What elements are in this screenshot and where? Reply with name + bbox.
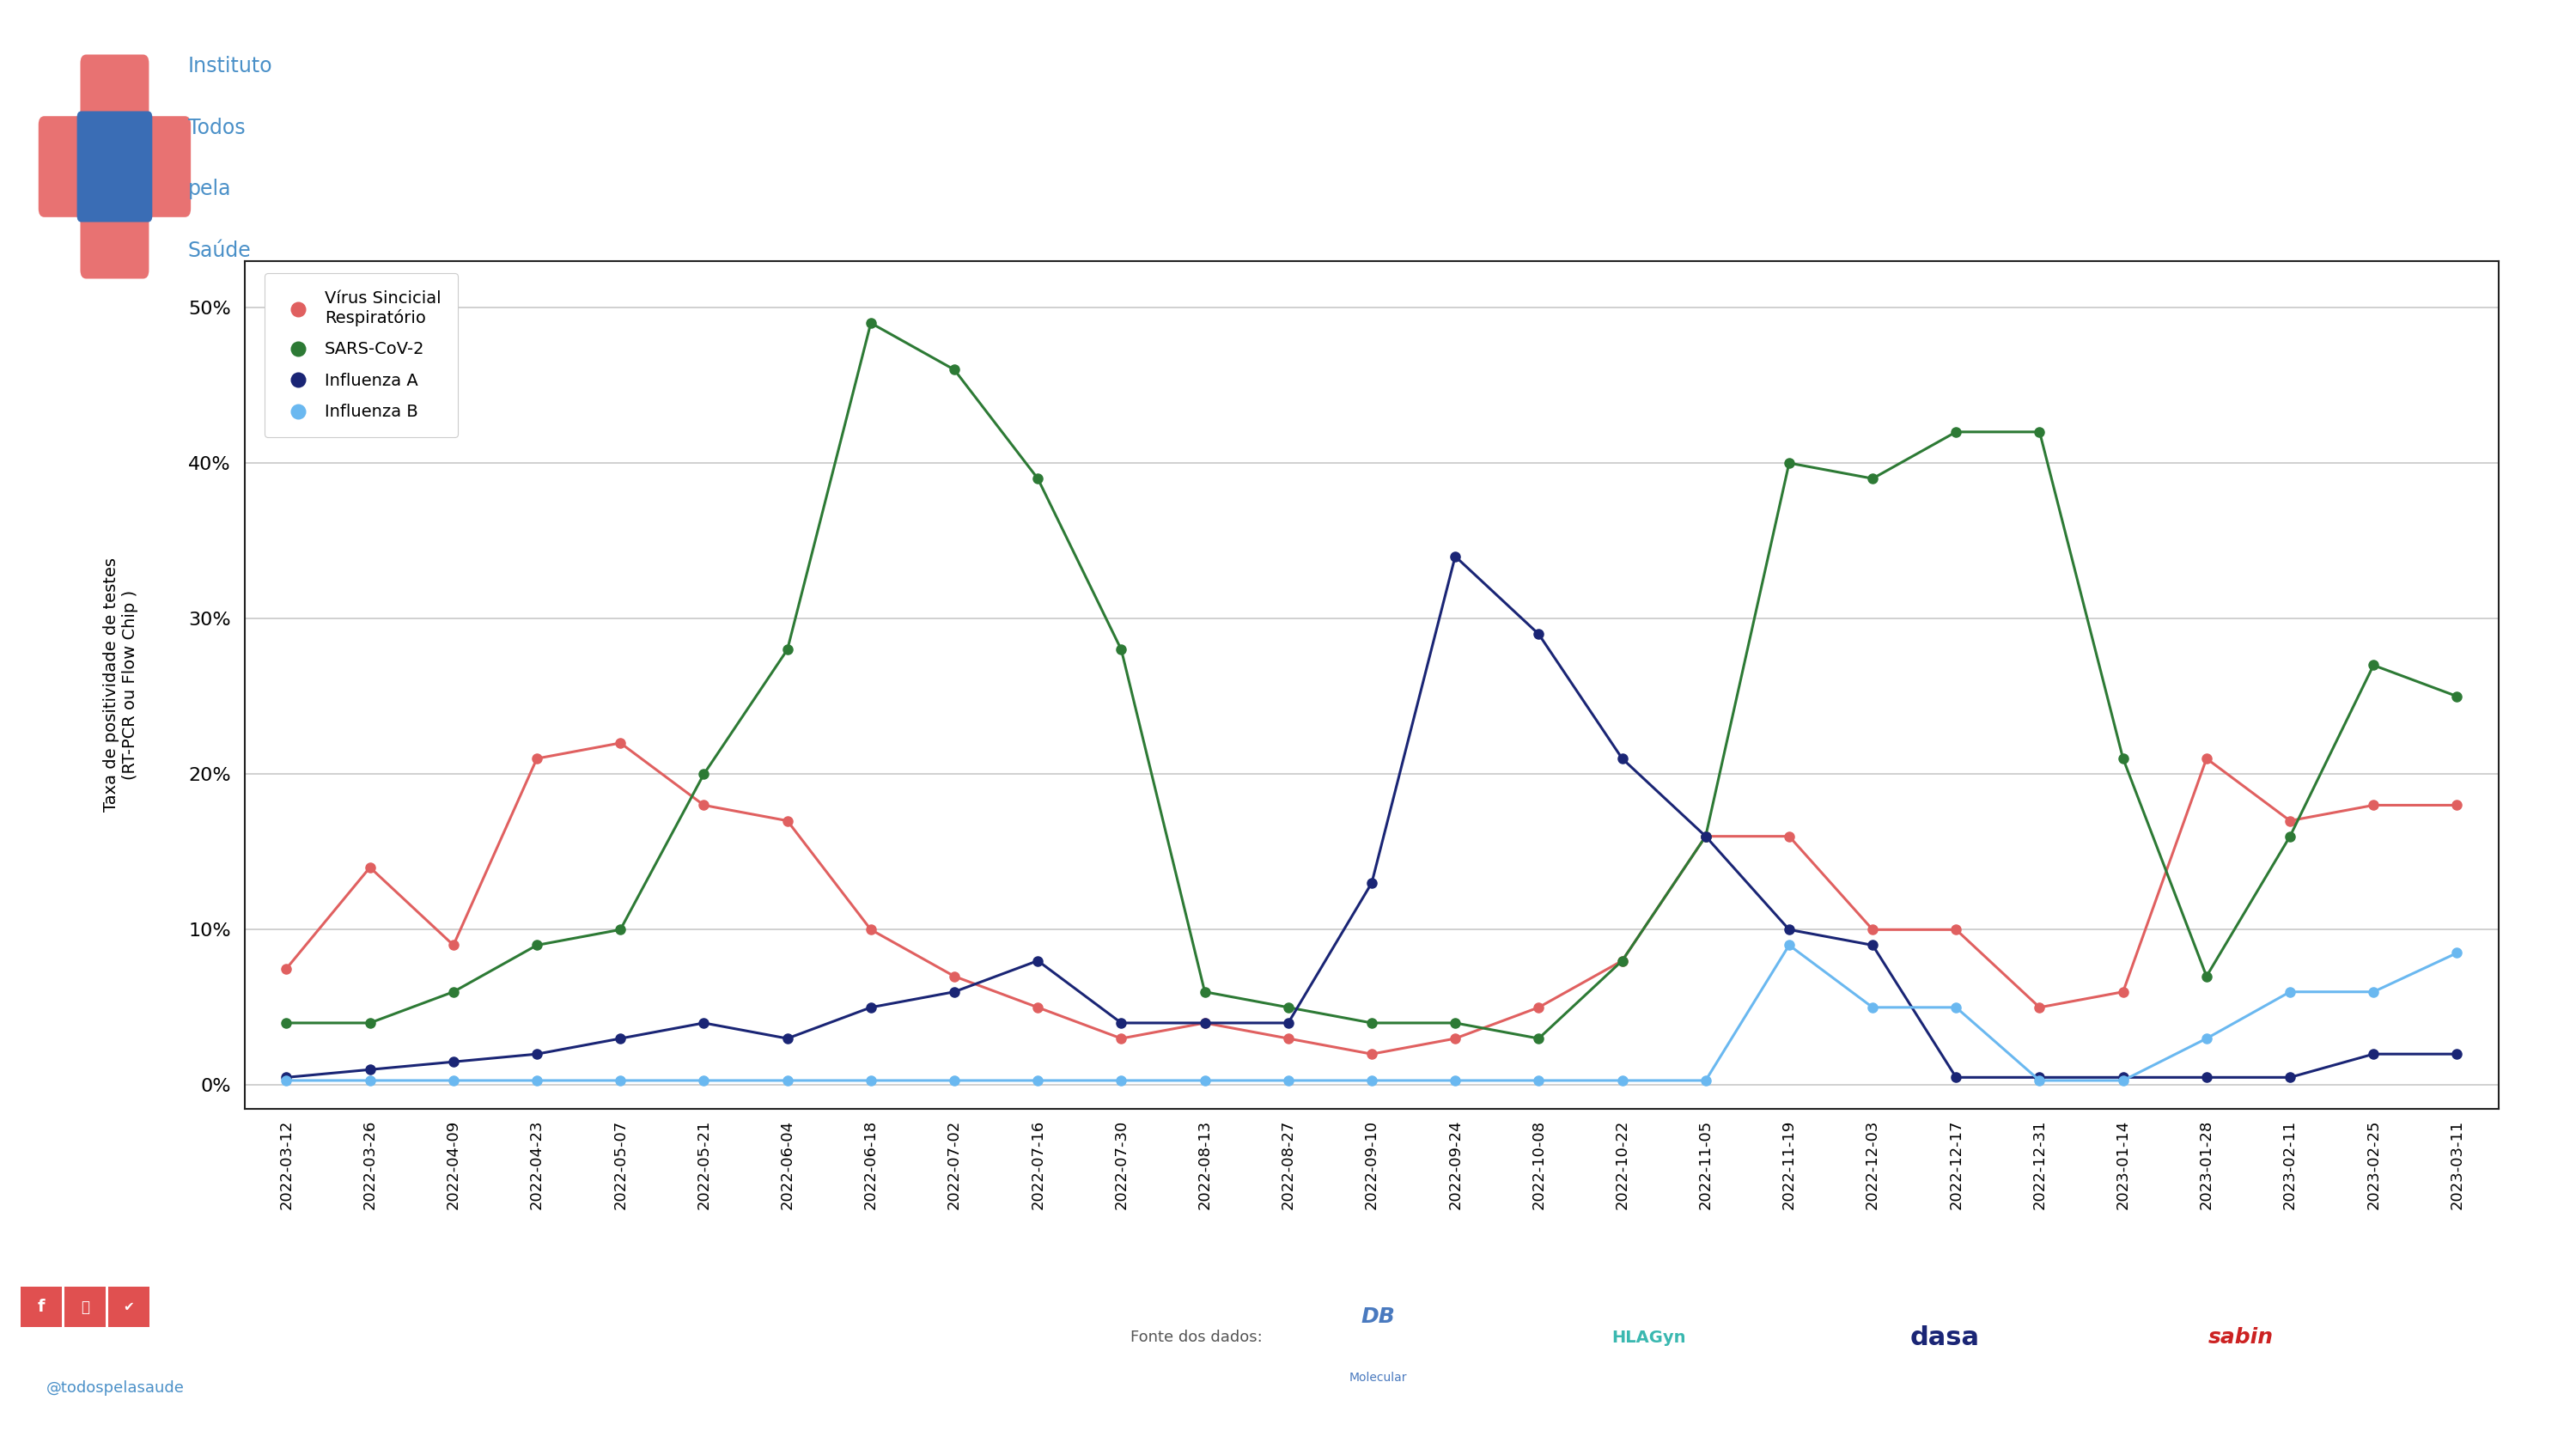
FancyBboxPatch shape [39, 116, 191, 217]
Bar [108, 1287, 149, 1327]
Text: pela: pela [188, 180, 232, 200]
Bar [21, 1287, 62, 1327]
Text: Taxa de positividade de testes
(RT-PCR ou Flow Chip ): Taxa de positividade de testes (RT-PCR o… [103, 558, 139, 811]
Text: ⓘ: ⓘ [80, 1300, 90, 1314]
Text: f: f [39, 1298, 44, 1316]
Text: f: f [46, 1291, 57, 1316]
Text: Fonte dos dados:: Fonte dos dados: [1131, 1330, 1262, 1345]
Bar [64, 1287, 106, 1327]
Text: DB: DB [1360, 1307, 1396, 1327]
FancyBboxPatch shape [77, 112, 152, 222]
Text: Instituto: Instituto [188, 57, 273, 77]
Text: Todos: Todos [188, 117, 245, 138]
Text: ✔: ✔ [124, 1301, 134, 1313]
Text: HLAGyn: HLAGyn [1613, 1329, 1685, 1346]
Text: Molecular: Molecular [1350, 1372, 1406, 1384]
FancyBboxPatch shape [80, 55, 149, 278]
Text: Saúde: Saúde [188, 241, 252, 261]
Text: sabin: sabin [2208, 1327, 2275, 1348]
Text: dasa: dasa [1909, 1324, 1981, 1350]
Text: @todospelasaude: @todospelasaude [46, 1381, 185, 1395]
Legend: Vírus Sincicial
Respiratório, SARS-CoV-2, Influenza A, Influenza B: Vírus Sincicial Respiratório, SARS-CoV-2… [265, 274, 459, 438]
